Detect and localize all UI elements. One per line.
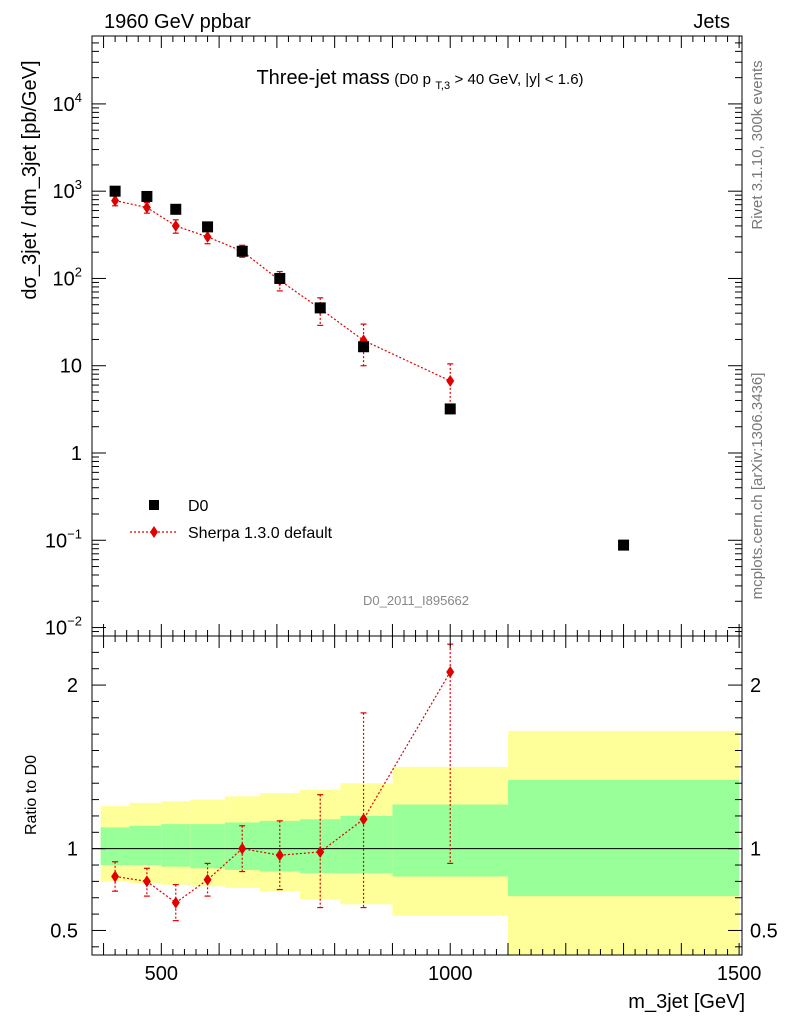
ratio-y-tick-label-left: 1 — [67, 839, 78, 861]
y-tick-label: 10 — [60, 356, 82, 378]
mc-main-point — [203, 230, 212, 243]
mc-ratio-point — [111, 870, 120, 883]
mc-main-point — [171, 219, 180, 232]
band-inner-7 — [340, 815, 393, 874]
plot-title: Three-jet mass (D0 p T,3 > 40 GeV, |y| <… — [256, 67, 583, 93]
y-tick-label-exp: 2 — [75, 264, 82, 279]
mc-ratio-point — [446, 665, 455, 678]
plot-title-extra-pre: (D0 p — [394, 71, 431, 88]
data-point — [202, 221, 214, 233]
mc-ratio-point — [359, 813, 368, 826]
y-tick-label-base: 10 — [45, 618, 67, 640]
y-tick-label-base: 1 — [71, 443, 82, 465]
legend-label-d0: D0 — [188, 498, 209, 515]
y-tick-label-base: 10 — [53, 181, 75, 203]
band-inner-3 — [190, 824, 225, 869]
y-tick-label-base: 10 — [45, 530, 67, 552]
header-left: 1960 GeV ppbar — [104, 11, 251, 33]
y-tick-label-exp: 3 — [75, 177, 82, 192]
data-point — [170, 203, 182, 215]
y-tick-label-exp: 4 — [75, 90, 82, 105]
y-tick-label: 1 — [71, 443, 82, 465]
ratio-y-tick-label-left: 0.5 — [50, 920, 78, 942]
x-axis-label: m_3jet [GeV] — [628, 991, 745, 1013]
band-inner-2 — [161, 824, 191, 867]
plot-title-extra-sub: T,3 — [435, 80, 450, 92]
data-series — [109, 185, 630, 551]
band-inner-1 — [129, 825, 162, 866]
rivet-label: Rivet 3.1.10, 300k events — [749, 60, 766, 229]
y-tick-label-base: 10 — [60, 356, 82, 378]
legend-marker-d0 — [149, 500, 159, 510]
y-tick-label-base: 10 — [53, 268, 75, 290]
main-frame — [91, 35, 743, 637]
legend-label-sherpa: Sherpa 1.3.0 default — [188, 525, 333, 542]
data-point — [274, 272, 286, 284]
x-tick-label: 1000 — [428, 963, 473, 985]
band-inner-0 — [100, 827, 130, 866]
analysis-id: D0_2011_I895662 — [363, 593, 469, 608]
mc-ratio-point — [142, 875, 151, 888]
mc-ratio-point — [275, 849, 284, 862]
plot-title-main: Three-jet mass — [256, 67, 389, 89]
band-inner-9 — [508, 779, 740, 897]
mc-main-point — [142, 201, 151, 214]
mc-main-point — [111, 194, 120, 207]
data-point — [314, 302, 326, 314]
y-tick-label: 10−2 — [45, 614, 82, 640]
y-tick-label: 10−1 — [45, 526, 82, 552]
ratio-frame — [91, 635, 743, 956]
data-point — [109, 185, 121, 197]
y-axis-label-main: dσ_3jet / dm_3jet [pb/GeV] — [19, 60, 41, 299]
header-right: Jets — [693, 11, 730, 33]
ratio-bands — [92, 730, 742, 955]
legend: D0 Sherpa 1.3.0 default — [130, 498, 333, 542]
y-tick-label: 103 — [53, 177, 82, 203]
y-tick-label: 104 — [53, 90, 82, 116]
y-tick-label-base: 10 — [53, 94, 75, 116]
data-point — [358, 341, 370, 353]
data-point — [618, 539, 630, 551]
y-axis-label-ratio: Ratio to D0 — [23, 755, 40, 835]
mcplots-label: mcplots.cern.ch [arXiv:1306.3436] — [749, 373, 766, 600]
data-point — [444, 403, 456, 415]
y-tick-label-exp: −2 — [67, 614, 82, 629]
ratio-y-tick-label-left: 2 — [67, 675, 78, 697]
x-tick-label: 500 — [145, 963, 178, 985]
x-tick-label: 1500 — [717, 963, 762, 985]
ratio-y-tick-label-right: 1 — [750, 839, 761, 861]
plot-title-extra-post: > 40 GeV, |y| < 1.6) — [455, 71, 584, 88]
y-tick-label-exp: −1 — [67, 526, 82, 541]
mc-ratio-point — [238, 842, 247, 855]
ratio-y-tick-label-right: 2 — [750, 675, 761, 697]
data-point — [236, 245, 248, 257]
ratio-y-tick-label-right: 0.5 — [750, 920, 778, 942]
legend-marker-sherpa — [150, 526, 158, 538]
mc-ratio-point — [316, 845, 325, 858]
data-point — [141, 190, 153, 202]
mc-ratio-point — [203, 873, 212, 886]
mc-ratio-point — [171, 896, 180, 909]
y-tick-label: 102 — [53, 264, 82, 290]
mc-main-point — [446, 374, 455, 387]
